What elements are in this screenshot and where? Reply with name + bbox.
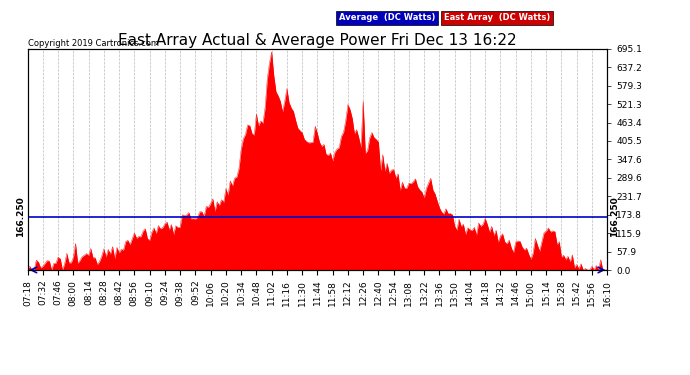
- Text: 166.250: 166.250: [610, 197, 619, 237]
- Text: East Array  (DC Watts): East Array (DC Watts): [444, 13, 550, 22]
- Text: 166.250: 166.250: [16, 197, 25, 237]
- Title: East Array Actual & Average Power Fri Dec 13 16:22: East Array Actual & Average Power Fri De…: [118, 33, 517, 48]
- Text: Average  (DC Watts): Average (DC Watts): [339, 13, 435, 22]
- Text: Copyright 2019 Cartronics.com: Copyright 2019 Cartronics.com: [28, 39, 159, 48]
